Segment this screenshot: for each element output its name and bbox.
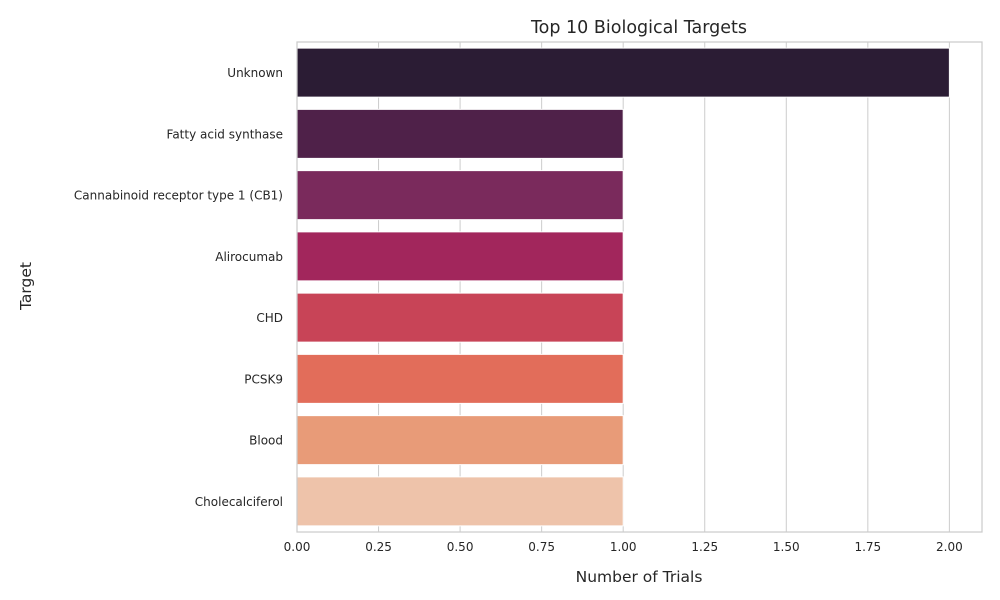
y-tick-label: Alirocumab bbox=[215, 250, 283, 264]
bar bbox=[296, 231, 624, 282]
x-tick-label: 1.50 bbox=[773, 540, 800, 554]
bar bbox=[296, 47, 950, 98]
chart-title: Top 10 Biological Targets bbox=[530, 18, 747, 38]
bar bbox=[296, 415, 624, 466]
y-tick-label: Blood bbox=[249, 434, 283, 448]
bar bbox=[296, 292, 624, 343]
bars bbox=[296, 47, 950, 527]
plot-frame bbox=[296, 41, 983, 533]
x-tick-label: 0.25 bbox=[365, 540, 392, 554]
bar bbox=[296, 476, 624, 527]
x-tick-label: 0.75 bbox=[528, 540, 555, 554]
x-tick-labels: 0.00 0.25 0.50 0.75 1.00 1.25 1.50 1.75 2.00 bbox=[284, 540, 963, 554]
x-tick-label: 0.00 bbox=[284, 540, 311, 554]
x-tick-label: 1.75 bbox=[854, 540, 881, 554]
x-tick-label: 0.50 bbox=[447, 540, 474, 554]
bar bbox=[296, 170, 624, 221]
bar bbox=[296, 108, 624, 159]
x-tick-label: 1.25 bbox=[691, 540, 718, 554]
y-tick-labels: Unknown Fatty acid synthase Cannabinoid re… bbox=[74, 66, 283, 509]
y-tick-label: Fatty acid synthase bbox=[167, 127, 283, 141]
y-tick-label: Cholecalciferol bbox=[195, 495, 283, 509]
x-axis-title: Number of Trials bbox=[576, 568, 703, 586]
y-axis-title: Target bbox=[17, 262, 35, 311]
x-tick-label: 2.00 bbox=[936, 540, 963, 554]
x-tick-label: 1.00 bbox=[610, 540, 637, 554]
y-tick-label: Unknown bbox=[227, 66, 283, 80]
y-tick-label: PCSK9 bbox=[244, 372, 283, 386]
plot-border bbox=[296, 41, 983, 533]
y-tick-label: Cannabinoid receptor type 1 (CB1) bbox=[74, 189, 283, 203]
y-tick-label: CHD bbox=[256, 311, 283, 325]
bar bbox=[296, 353, 624, 404]
